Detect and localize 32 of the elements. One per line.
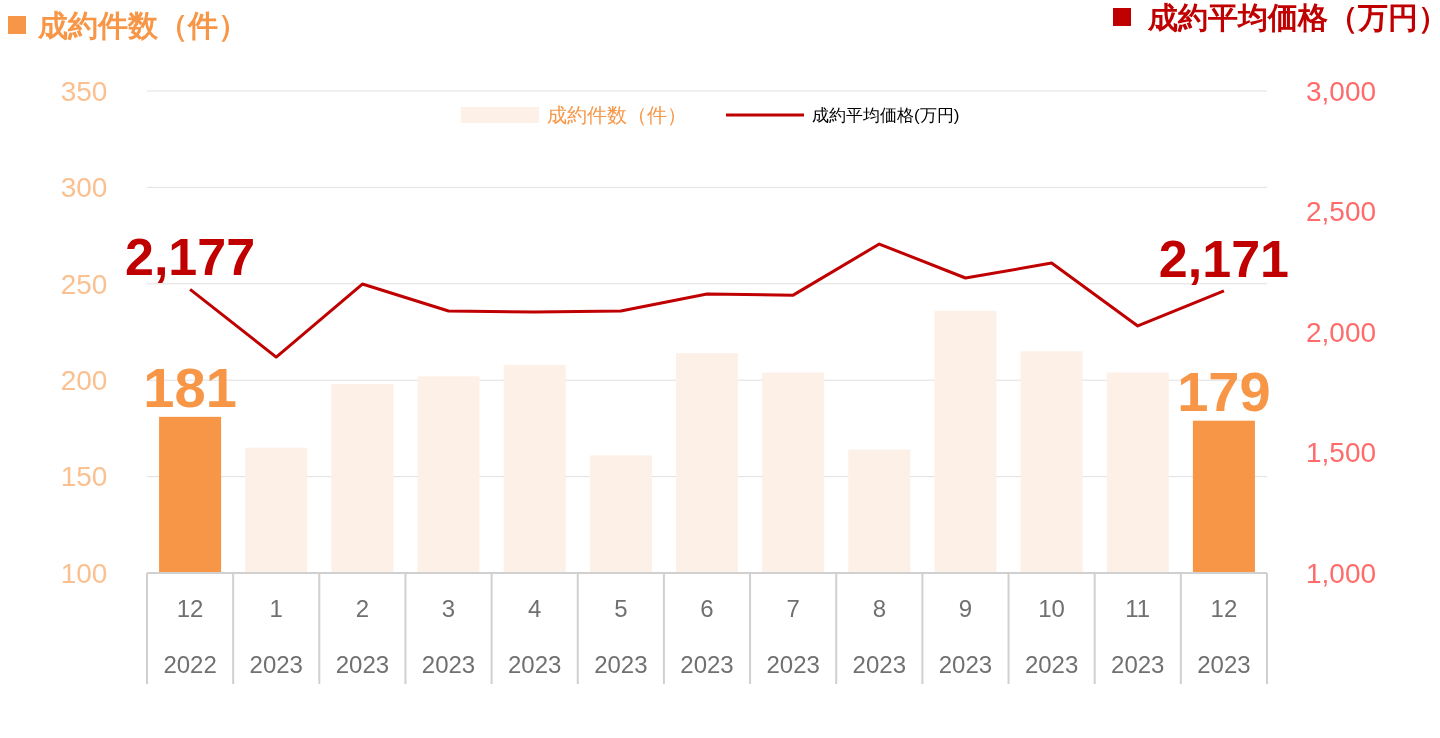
category-label: 4 2023 xyxy=(508,595,562,679)
legend-label: 成約平均価格(万円) xyxy=(812,105,960,125)
y-tick-label: 300 xyxy=(60,172,108,204)
category-label: 10 2023 xyxy=(1024,595,1079,679)
y2-tick-label: 3,000 xyxy=(1305,75,1377,107)
data-label: 181 xyxy=(143,355,237,419)
y2-tick-label: 1,500 xyxy=(1305,437,1377,469)
legend-label: 成約件数（件） xyxy=(547,104,687,126)
category-label: 5 2023 xyxy=(594,595,648,679)
category-label: 7 2023 xyxy=(766,595,820,679)
y2-axis-title: 成約平均価格（万円） xyxy=(1147,0,1440,34)
y-tick-label: 150 xyxy=(60,461,108,493)
y-tick-label: 200 xyxy=(60,365,108,396)
category-label: 8 2023 xyxy=(852,595,906,679)
y-axis-title: 成約件数（件） xyxy=(37,8,248,42)
data-label: 2,177 xyxy=(125,228,256,287)
data-label: 2,171 xyxy=(1158,229,1289,288)
category-label: 12 2022 xyxy=(163,595,217,679)
category-label: 2 2023 xyxy=(335,595,390,679)
category-label: 12 2023 xyxy=(1197,595,1251,679)
y2-tick-label: 2,000 xyxy=(1305,316,1377,348)
y-tick-label: 350 xyxy=(60,75,108,107)
category-label: 9 2023 xyxy=(938,595,993,679)
category-label: 6 2023 xyxy=(680,595,734,679)
category-label: 3 2023 xyxy=(421,595,476,679)
category-label: 11 2023 xyxy=(1111,595,1165,679)
y2-tick-label: 1,000 xyxy=(1305,557,1377,589)
y-tick-label: 100 xyxy=(60,557,108,589)
y-tick-label: 250 xyxy=(60,268,108,300)
data-label: 179 xyxy=(1177,359,1271,423)
category-label: 1 2023 xyxy=(249,595,303,679)
y2-tick-label: 2,500 xyxy=(1305,196,1377,228)
